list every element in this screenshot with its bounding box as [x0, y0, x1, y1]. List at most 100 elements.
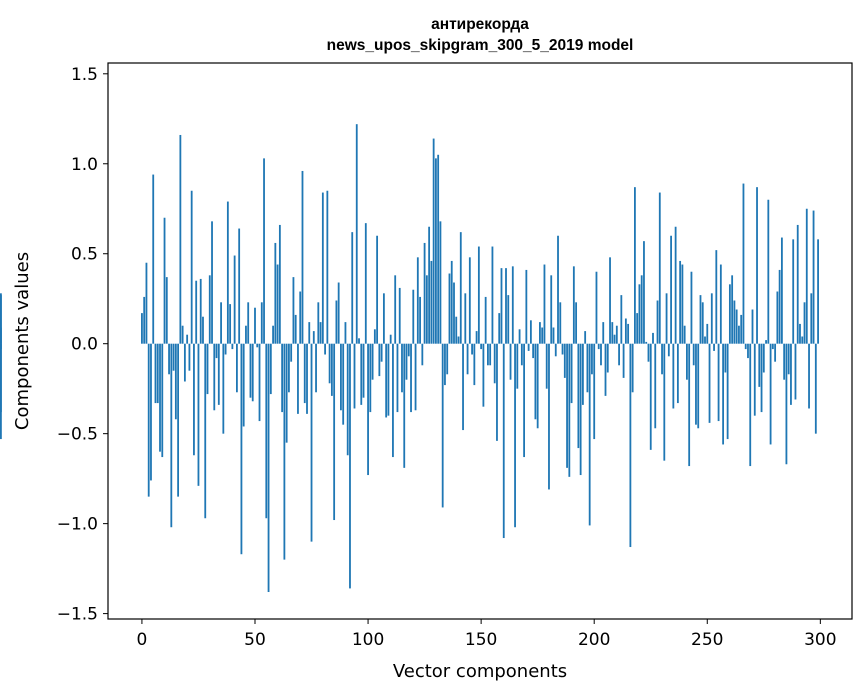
- bar: [238, 228, 241, 344]
- bar: [688, 343, 691, 467]
- bar: [310, 343, 313, 542]
- bar: [251, 343, 254, 402]
- bar: [457, 336, 460, 344]
- bar: [568, 343, 571, 477]
- bar: [554, 343, 557, 357]
- bar: [480, 343, 483, 350]
- bar: [464, 293, 467, 344]
- bar: [548, 343, 550, 490]
- bar: [541, 327, 544, 344]
- y-tick-label: −0.5: [57, 425, 98, 445]
- bar: [437, 154, 440, 344]
- bar: [441, 343, 444, 508]
- bar: [643, 241, 645, 344]
- bar: [448, 273, 451, 344]
- bar: [145, 262, 148, 344]
- bar: [342, 343, 345, 425]
- bar: [765, 340, 767, 344]
- bar: [306, 343, 308, 414]
- bar: [269, 343, 272, 395]
- y-tick-label: 1.5: [71, 65, 98, 85]
- chart-subtitle: news_upos_skipgram_300_5_2019 model: [327, 37, 634, 54]
- bar: [333, 343, 336, 521]
- bar: [401, 343, 403, 393]
- x-axis-label: Vector components: [393, 661, 567, 682]
- bar: [511, 266, 514, 344]
- bar: [726, 343, 729, 440]
- bar: [179, 134, 182, 344]
- bar: [265, 343, 268, 519]
- y-tick-label: 1.0: [71, 155, 98, 175]
- bar: [744, 343, 747, 350]
- bar: [444, 343, 446, 386]
- bar: [220, 302, 222, 344]
- bar: [507, 295, 510, 344]
- bar: [425, 275, 428, 344]
- bar: [731, 275, 734, 344]
- bar: [373, 329, 376, 344]
- bar: [202, 316, 204, 344]
- bar: [489, 343, 492, 366]
- bar: [174, 343, 177, 420]
- bar: [728, 284, 731, 344]
- bar: [312, 331, 315, 344]
- bar: [199, 278, 202, 344]
- bar: [812, 210, 815, 344]
- bar: [453, 282, 455, 344]
- bar: [502, 343, 505, 539]
- bar: [615, 325, 618, 344]
- bar: [324, 343, 326, 355]
- bar: [790, 343, 792, 405]
- bar: [719, 264, 722, 344]
- bar: [163, 217, 166, 344]
- bar: [416, 257, 419, 344]
- bar: [195, 280, 198, 344]
- bar: [317, 302, 320, 344]
- bar: [634, 187, 636, 344]
- bar: [543, 264, 546, 344]
- bar: [536, 343, 539, 429]
- bar: [636, 313, 639, 344]
- bar: [742, 183, 745, 344]
- bar: [428, 226, 431, 344]
- bar: [808, 343, 810, 409]
- bar: [762, 343, 765, 373]
- bar: [430, 260, 433, 344]
- bar: [308, 322, 311, 344]
- bar: [717, 343, 720, 422]
- bar: [156, 343, 159, 404]
- bar: [385, 343, 388, 418]
- bar: [226, 201, 229, 344]
- bar: [738, 325, 740, 344]
- bar: [213, 343, 216, 411]
- bar: [186, 334, 189, 344]
- bar: [165, 277, 168, 344]
- bar: [392, 343, 394, 458]
- bar: [586, 343, 589, 393]
- bar: [272, 325, 274, 344]
- bar: [340, 343, 342, 411]
- bar: [380, 343, 383, 362]
- bar: [577, 343, 580, 449]
- bar: [529, 320, 532, 344]
- bar: [570, 343, 573, 404]
- bar: [516, 343, 519, 389]
- x-tick-label: 300: [804, 630, 836, 650]
- bar: [364, 223, 367, 344]
- bar: [152, 174, 155, 344]
- bar: [593, 343, 596, 440]
- bar: [509, 343, 512, 380]
- bar: [665, 293, 668, 344]
- bar: [150, 343, 152, 481]
- bar: [805, 208, 808, 344]
- bar: [245, 325, 247, 344]
- bar: [141, 313, 143, 344]
- bar: [735, 309, 738, 344]
- bar: [351, 232, 354, 344]
- bar: [611, 322, 614, 344]
- bar: [177, 343, 180, 497]
- bar: [462, 343, 464, 431]
- bar: [498, 313, 501, 344]
- bar: [292, 277, 295, 344]
